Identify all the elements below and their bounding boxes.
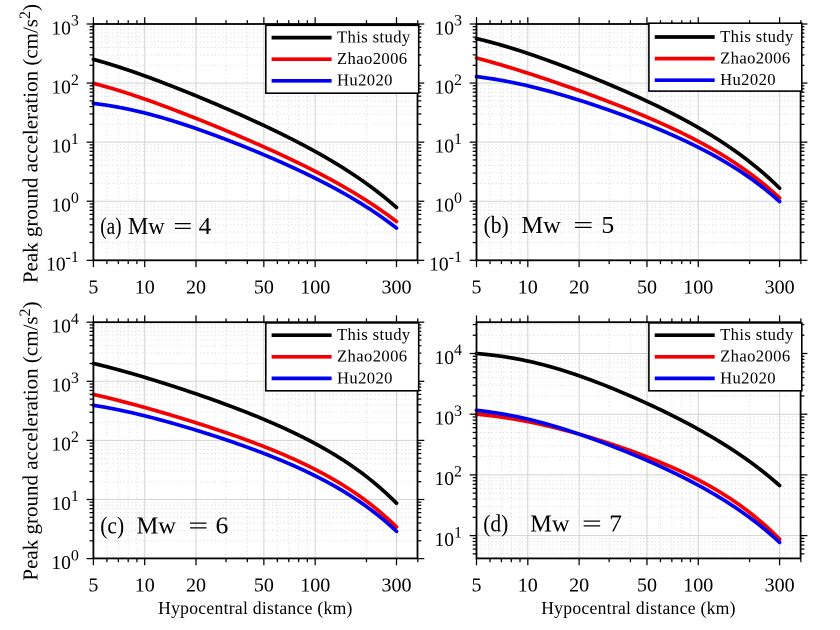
svg-text:50: 50 [254, 575, 274, 597]
svg-text:Hypocentral distance (km): Hypocentral distance (km) [158, 598, 353, 618]
svg-text:Mw: Mw [530, 511, 570, 538]
svg-text:10: 10 [518, 575, 538, 597]
svg-text:This study: This study [337, 325, 411, 344]
svg-text:300: 300 [382, 277, 412, 299]
svg-text:Zhao2006: Zhao2006 [720, 347, 790, 366]
svg-text:Hu2020: Hu2020 [337, 71, 393, 90]
svg-text:Hu2020: Hu2020 [720, 368, 776, 387]
svg-text:100: 100 [300, 575, 330, 597]
svg-text:Hu2020: Hu2020 [337, 368, 393, 387]
svg-text:10: 10 [135, 277, 155, 299]
svg-text:=: = [173, 214, 192, 240]
svg-text:20: 20 [569, 575, 589, 597]
svg-text:Zhao2006: Zhao2006 [720, 49, 790, 68]
svg-text:300: 300 [765, 575, 795, 597]
svg-text:Mw: Mw [128, 213, 165, 240]
svg-text:100: 100 [300, 277, 330, 299]
svg-text:50: 50 [637, 575, 657, 597]
svg-text:4: 4 [199, 214, 212, 240]
svg-text:This study: This study [337, 28, 411, 47]
svg-text:20: 20 [569, 277, 589, 299]
svg-text:100: 100 [683, 277, 713, 299]
svg-text:Hu2020: Hu2020 [720, 70, 776, 89]
svg-text:5: 5 [88, 575, 98, 597]
svg-text:10: 10 [135, 575, 155, 597]
svg-text:=: = [188, 512, 208, 539]
svg-text:5: 5 [601, 213, 614, 239]
svg-text:This study: This study [720, 27, 794, 46]
svg-text:This study: This study [720, 325, 794, 344]
svg-text:100: 100 [683, 575, 713, 597]
svg-text:(b): (b) [484, 211, 509, 239]
svg-text:6: 6 [216, 513, 229, 539]
svg-text:Zhao2006: Zhao2006 [337, 49, 407, 68]
svg-text:5: 5 [88, 277, 98, 299]
svg-text:Mw: Mw [521, 212, 561, 239]
svg-text:Peak ground acceleration (cm/s: Peak ground acceleration (cm/s2) [17, 4, 43, 283]
svg-text:(c): (c) [100, 511, 124, 539]
svg-text:=: = [582, 510, 602, 537]
svg-text:300: 300 [765, 277, 795, 299]
svg-text:(d): (d) [483, 509, 508, 537]
svg-text:(a): (a) [100, 213, 121, 240]
svg-text:Hypocentral distance (km): Hypocentral distance (km) [541, 598, 736, 618]
svg-text:Zhao2006: Zhao2006 [337, 347, 407, 366]
svg-text:50: 50 [637, 277, 657, 299]
svg-text:50: 50 [254, 277, 274, 299]
svg-text:Peak ground acceleration (cm/s: Peak ground acceleration (cm/s2) [17, 301, 43, 580]
svg-text:7: 7 [609, 511, 622, 537]
svg-text:=: = [573, 212, 593, 239]
svg-text:Mw: Mw [137, 513, 177, 540]
svg-text:20: 20 [186, 575, 206, 597]
svg-text:5: 5 [472, 575, 482, 597]
svg-text:5: 5 [472, 277, 482, 299]
svg-text:300: 300 [382, 575, 412, 597]
svg-text:20: 20 [186, 277, 206, 299]
svg-text:10: 10 [518, 277, 538, 299]
